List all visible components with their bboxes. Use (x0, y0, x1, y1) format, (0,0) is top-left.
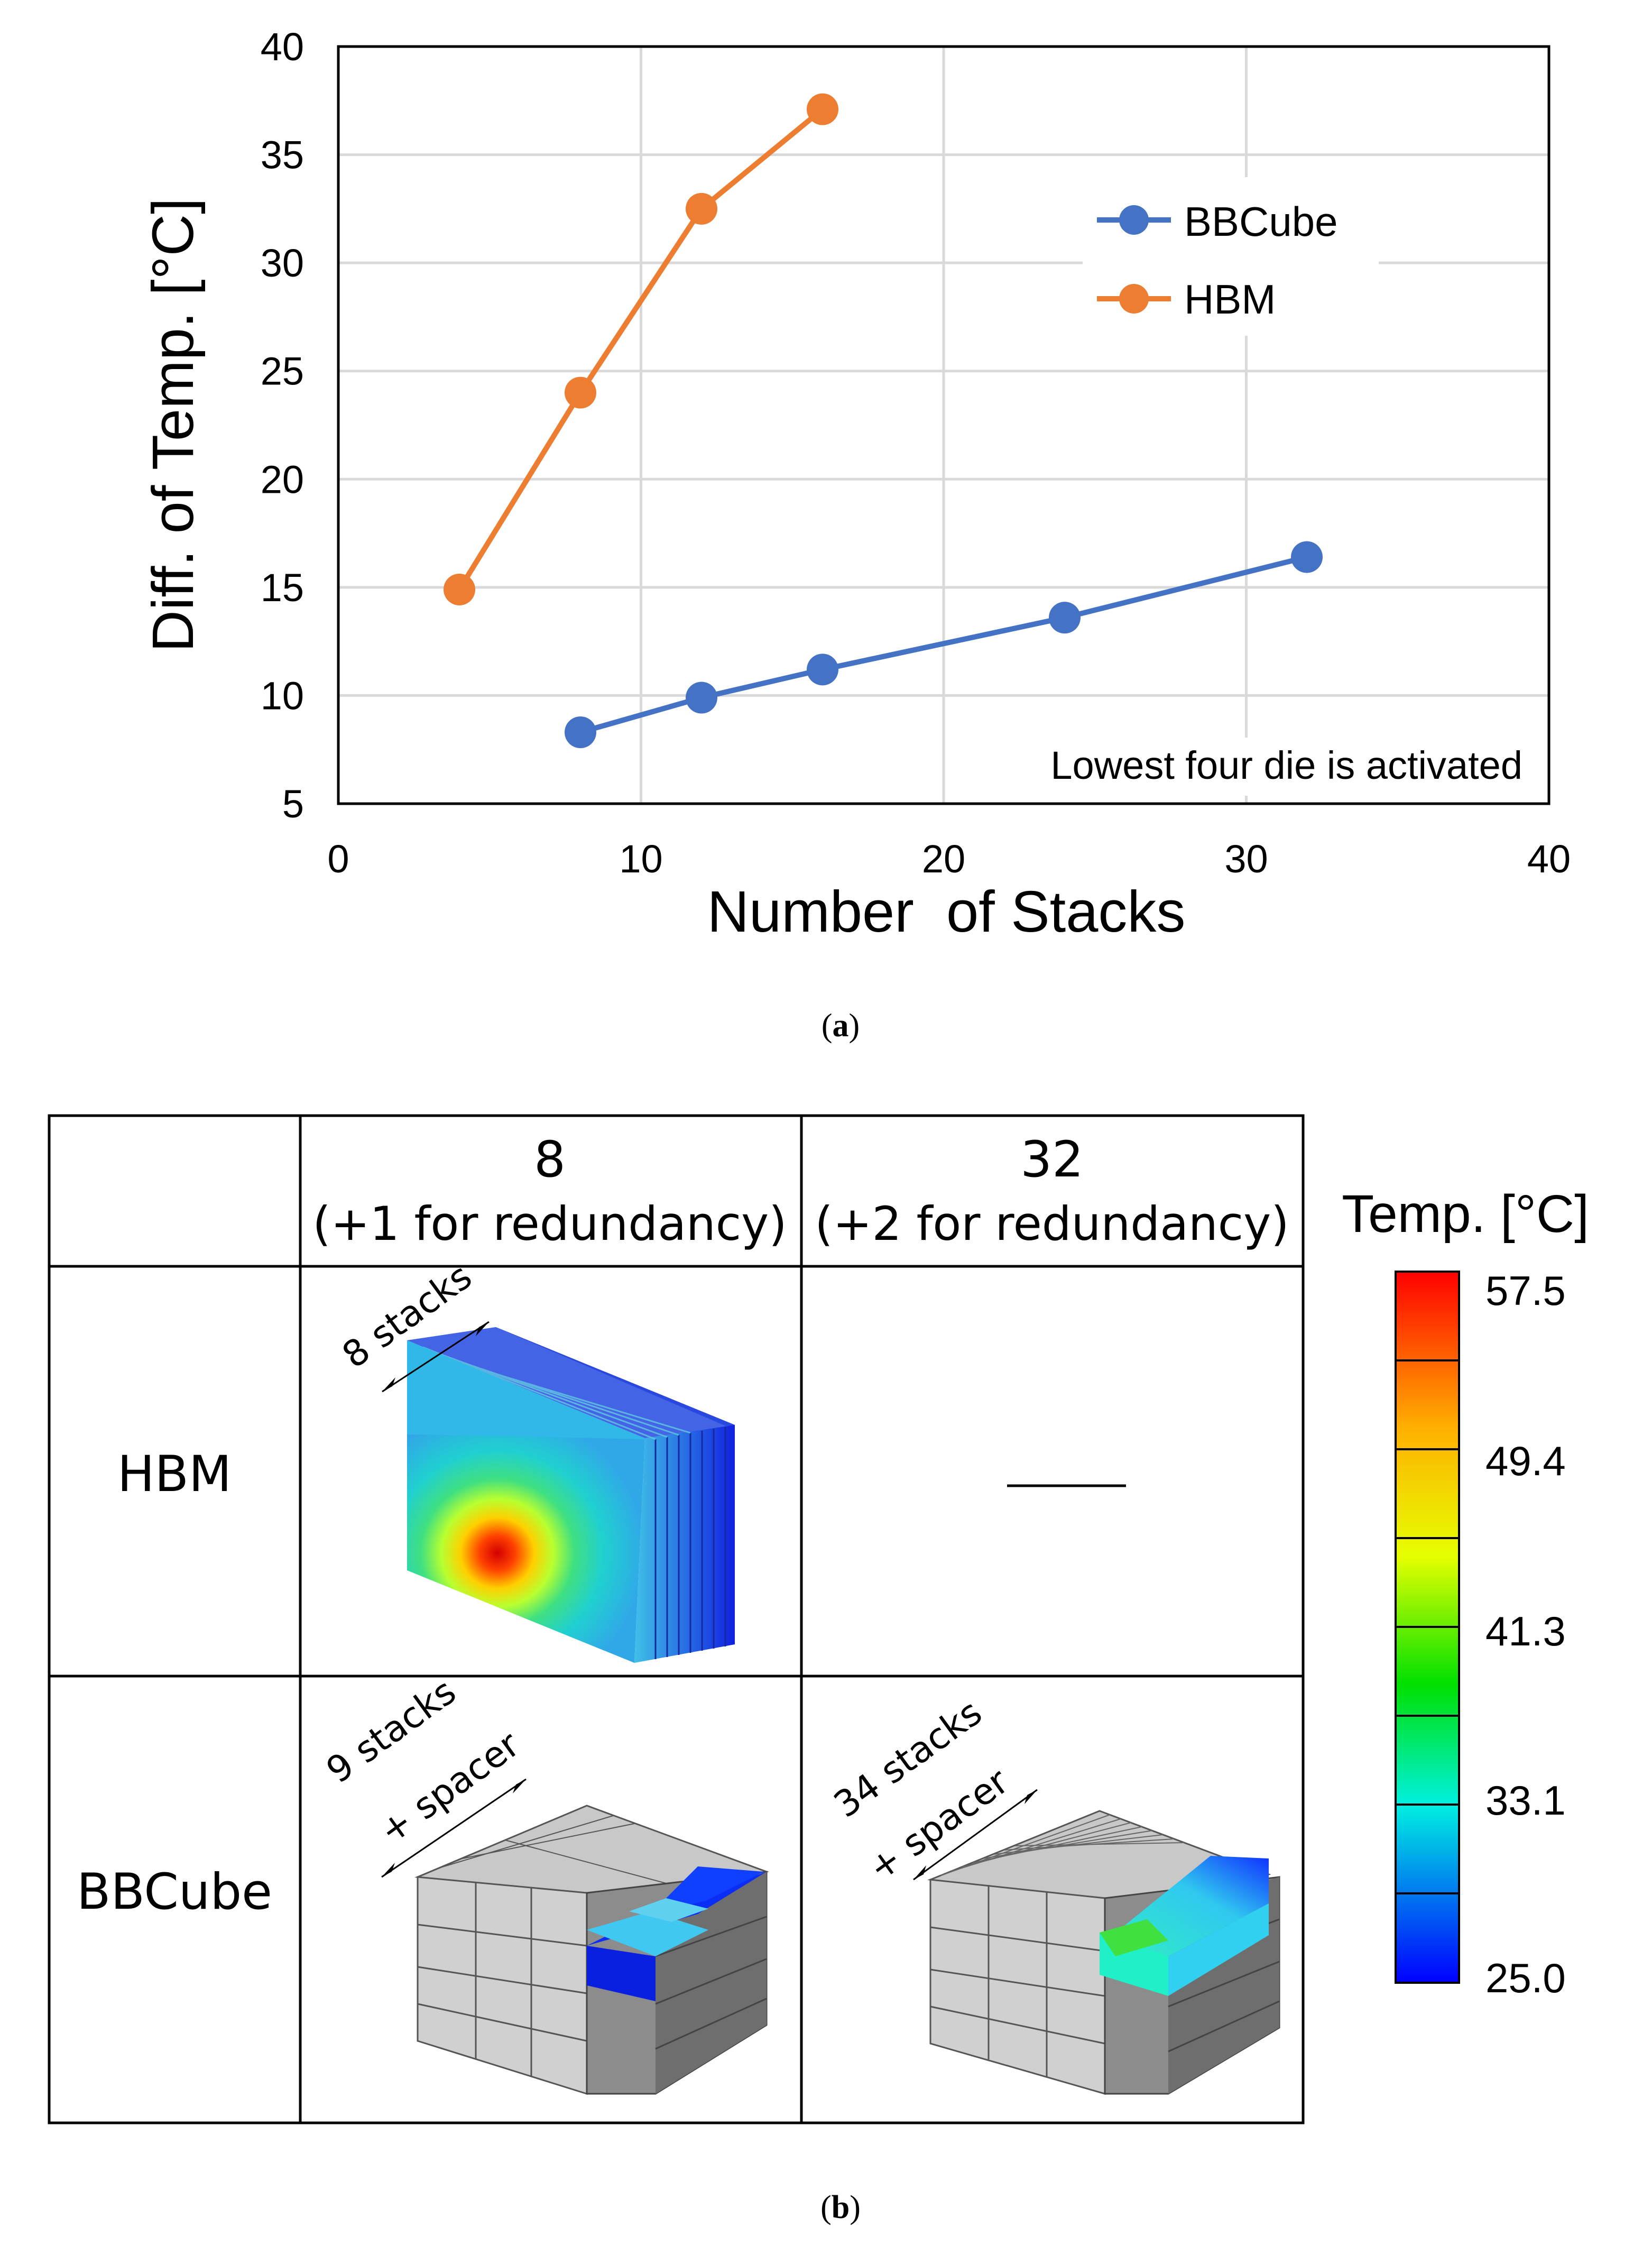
hbm-arrow-head-right (476, 1322, 489, 1336)
x-tick-label: 30 (1224, 837, 1268, 881)
hbm-stack-dimension-arrow (382, 1321, 490, 1393)
annotation-background (946, 738, 1530, 796)
col-8-title: 8 (534, 1131, 566, 1189)
x-axis-title: Number of Stacks (707, 879, 1186, 944)
data-point-bbcube (1291, 541, 1323, 573)
colorbar-label-3: 41.3 (1485, 1608, 1566, 1654)
data-point-bbcube (807, 654, 838, 686)
y-tick-label: 15 (261, 566, 304, 610)
y-tick-label: 25 (261, 349, 304, 393)
x-tick-label: 40 (1527, 837, 1571, 881)
y-tick-label: 20 (261, 457, 304, 501)
colorbar-label-4: 33.1 (1485, 1777, 1566, 1824)
hbm-arrow-head-left (382, 1377, 395, 1392)
col-8-subtitle: (+1 for redundancy) (312, 1197, 787, 1251)
data-point-hbm (807, 93, 838, 125)
data-point-bbcube (565, 716, 596, 748)
bbcube-32-arrow-head-left (913, 1865, 926, 1880)
thermal-table: 8 (+1 for redundancy) 32 (+2 for redunda… (48, 1114, 1589, 2124)
bbcube-8-stack-thermal-model (414, 1805, 769, 2095)
caption-a: (a) (821, 1008, 860, 1044)
colorbar-label-min: 25.0 (1485, 1955, 1566, 2001)
legend-label-bbcube: BBCube (1184, 198, 1338, 245)
y-axis-title: Diff. of Temp. [°C] (141, 198, 206, 652)
row-hbm-label: HBM (117, 1446, 232, 1503)
colorbar-label-max: 57.5 (1485, 1267, 1566, 1314)
legend-marker-hbm (1119, 284, 1149, 314)
data-point-bbcube (1049, 602, 1081, 634)
chart-legend: BBCube HBM (1083, 177, 1379, 336)
temperature-line-chart: 5 10 15 20 25 30 35 40 0 10 20 30 40 Number of Stac… (141, 25, 1571, 944)
y-tick-label: 5 (282, 782, 304, 826)
legend-label-hbm: HBM (1184, 276, 1276, 323)
row-bbcube-label: BBCube (77, 1863, 272, 1921)
colorbar-ticks (1396, 1359, 1459, 1894)
series-line-hbm (457, 107, 825, 591)
data-point-hbm (444, 573, 475, 605)
chart-annotation: Lowest four die is activated (1050, 743, 1522, 787)
bbcube-32-stack-thermal-model (927, 1810, 1280, 2095)
x-tick-label: 20 (922, 837, 965, 881)
caption-a-letter: a (832, 1008, 849, 1044)
col-32-subtitle: (+2 for redundancy) (815, 1197, 1289, 1251)
plot-frame (337, 45, 1551, 805)
table-grid (48, 1114, 1305, 2124)
data-point-hbm (565, 376, 596, 409)
chart-series (444, 93, 1323, 748)
col-32-title: 32 (1020, 1131, 1084, 1189)
caption-b-letter: b (831, 2189, 850, 2225)
hbm-8-stack-thermal-model (407, 1327, 735, 1663)
bbcube-32-dimension-arrow (913, 1789, 1038, 1881)
y-tick-label: 40 (261, 25, 304, 69)
x-tick-labels: 0 10 20 30 40 (327, 837, 1571, 881)
caption-b: (b) (820, 2189, 861, 2225)
data-point-bbcube (686, 682, 717, 714)
data-point-hbm (686, 192, 717, 225)
y-tick-label: 10 (261, 674, 304, 717)
chart-gridlines (338, 47, 1549, 804)
y-tick-labels: 5 10 15 20 25 30 35 40 (261, 25, 304, 826)
y-tick-label: 30 (261, 241, 304, 285)
y-tick-label: 35 (261, 133, 304, 177)
x-tick-label: 0 (327, 837, 349, 881)
x-tick-label: 10 (619, 837, 662, 881)
bbcube-8-arrow-head-right (513, 1779, 526, 1793)
bbcube-32-arrow-head-right (1025, 1790, 1037, 1804)
colorbar-label-2: 49.4 (1485, 1438, 1566, 1484)
legend-marker-bbcube (1119, 205, 1149, 235)
bbcube-8-dimension-arrow (381, 1778, 527, 1878)
bbcube-8-arrow-head-left (382, 1863, 395, 1877)
colorbar-title: Temp. [°C] (1342, 1184, 1589, 1244)
